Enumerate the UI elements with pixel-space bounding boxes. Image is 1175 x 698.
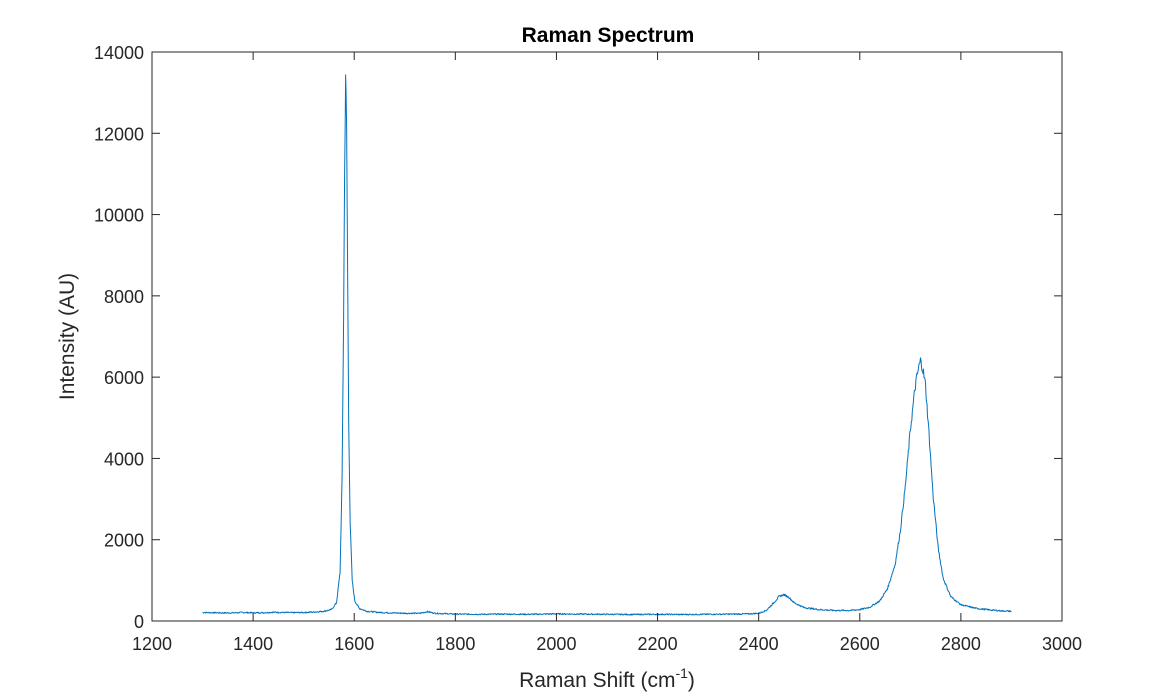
plot-area <box>202 74 1012 616</box>
y-tick-label: 12000 <box>94 124 144 144</box>
x-tick-label: 2400 <box>739 634 779 654</box>
x-tick-label: 1400 <box>233 634 273 654</box>
y-tick-label: 2000 <box>104 531 144 551</box>
x-tick-label: 1600 <box>334 634 374 654</box>
x-axis-ticks: 1200 1400 1600 1800 2000 2200 2400 2600 2800 3000 <box>132 52 1082 654</box>
y-tick-label: 4000 <box>104 449 144 469</box>
y-tick-label: 10000 <box>94 206 144 226</box>
x-tick-label: 2800 <box>941 634 981 654</box>
y-axis-ticks: 0 2000 4000 6000 8000 10000 12000 14000 <box>94 43 1062 632</box>
y-tick-label: 14000 <box>94 43 144 63</box>
y-axis-label: Intensity (AU) <box>56 273 79 400</box>
y-tick-label: 8000 <box>104 287 144 307</box>
chart-title: Raman Spectrum <box>522 24 695 47</box>
x-tick-label: 1200 <box>132 634 172 654</box>
x-axis-label: Raman Shift (cm-1) <box>519 665 695 692</box>
x-tick-label: 2200 <box>638 634 678 654</box>
x-tick-label: 3000 <box>1042 634 1082 654</box>
x-tick-label: 1800 <box>435 634 475 654</box>
x-axis-label-superscript: -1 <box>675 665 688 681</box>
spectrum-series-line <box>202 74 1012 616</box>
x-axis-label-suffix: ) <box>688 669 695 692</box>
x-axis-label-text: Raman Shift (cm <box>519 669 675 692</box>
x-tick-label: 2000 <box>536 634 576 654</box>
y-tick-label: 6000 <box>104 368 144 388</box>
axes-box <box>151 51 1063 622</box>
x-tick-label: 2600 <box>840 634 880 654</box>
y-tick-label: 0 <box>134 612 144 632</box>
